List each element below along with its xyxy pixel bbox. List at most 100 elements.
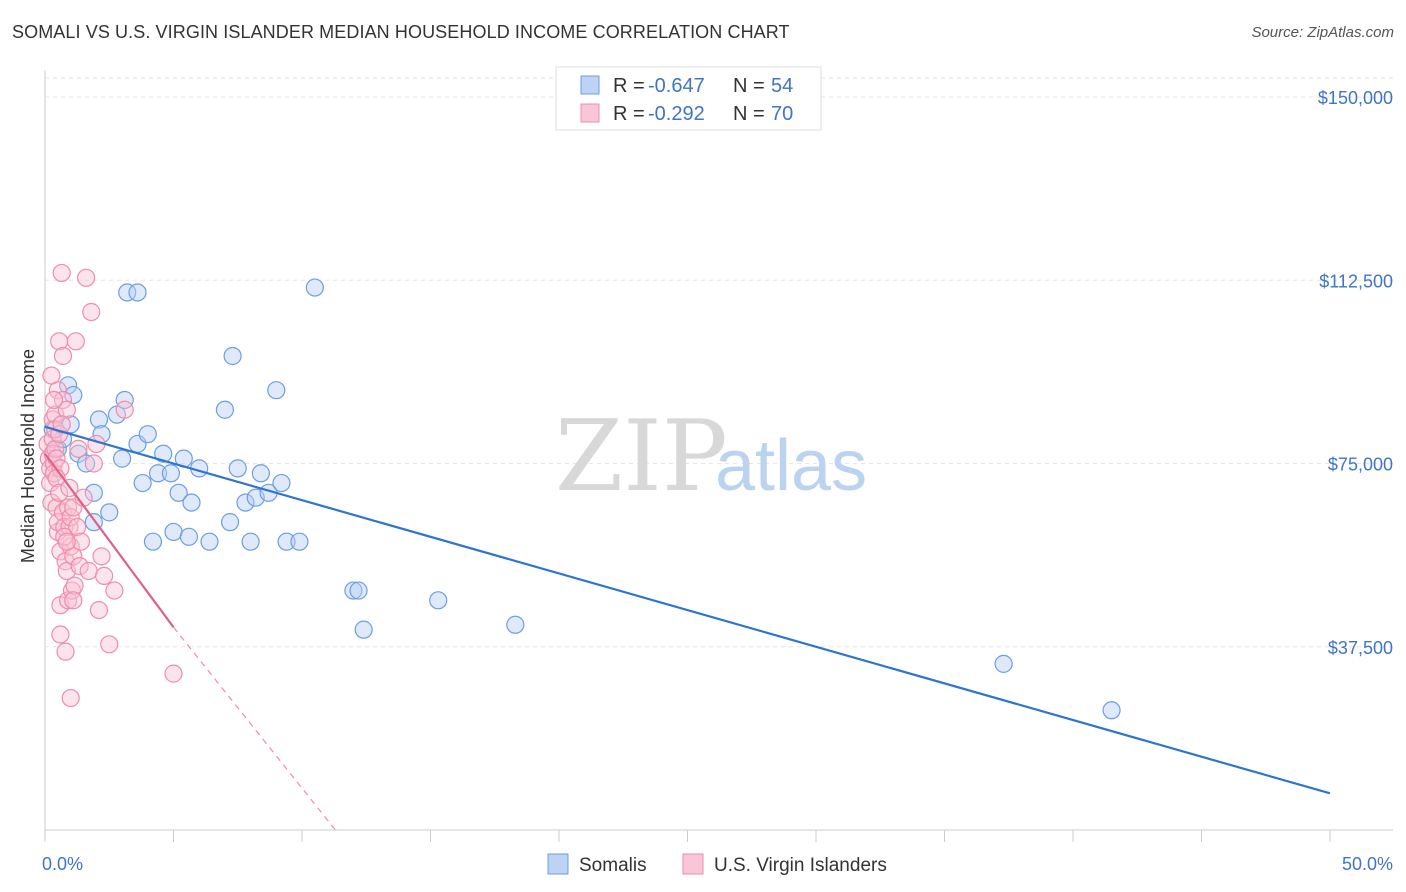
virgin-islander-point — [105, 581, 124, 600]
somali-point — [272, 473, 291, 493]
somali-point — [148, 464, 168, 483]
y-tick-label: $150,000 — [1318, 88, 1393, 108]
virgin-islander-point — [61, 688, 80, 708]
legend-n-label: N = — [733, 103, 765, 125]
virgin-islander-point — [71, 532, 91, 551]
virgin-islander-point — [95, 566, 114, 585]
virgin-islander-point — [100, 635, 119, 654]
virgin-islander-point — [164, 664, 183, 683]
y-axis-title: Median Household Income — [18, 349, 38, 563]
series-legend: Somalis U.S. Virgin Islanders — [547, 853, 887, 876]
virgin-islander-point — [68, 517, 87, 537]
y-tick-label: $112,500 — [1319, 271, 1393, 291]
somali-point — [133, 473, 152, 493]
virgin-islander-point — [51, 459, 70, 478]
somali-point — [354, 620, 373, 639]
legend-r-label: R = — [613, 75, 645, 97]
somali-point — [236, 493, 255, 512]
somali-point — [215, 400, 234, 419]
legend-r-value: -0.647 — [648, 75, 705, 97]
y-axis-labels: $37,500 $75,000 $112,500 $150,000 — [1318, 88, 1393, 658]
somali-point — [118, 283, 137, 302]
somali-point — [164, 522, 183, 542]
somali-point — [169, 483, 188, 502]
somali-point — [290, 532, 309, 551]
virgin-islander-point — [50, 483, 69, 502]
legend-r-label: R = — [613, 103, 645, 125]
virgin-islander-point — [70, 557, 89, 576]
x-tick-label-min: 0.0% — [42, 854, 83, 874]
somali-point — [223, 346, 242, 366]
somali-point — [200, 532, 219, 551]
virgin-islander-point — [56, 642, 75, 661]
somali-point — [994, 654, 1013, 673]
legend-swatch-virgin-islanders — [580, 103, 600, 123]
virgin-islander-point — [65, 576, 84, 595]
somali-point — [128, 283, 147, 302]
somali-point — [115, 390, 134, 410]
virgin-islander-point — [84, 454, 103, 473]
virgin-islander-point — [55, 527, 74, 546]
somali-point — [179, 527, 199, 546]
virgin-islander-point — [44, 390, 64, 410]
bottom-legend-virgin-islanders: U.S. Virgin Islanders — [714, 855, 887, 876]
trend-lines — [44, 425, 1331, 831]
somali-point — [143, 532, 163, 551]
y-tick-label: $75,000 — [1328, 455, 1393, 475]
virgin-islanders-trend-extension — [173, 626, 336, 831]
somali-point — [251, 464, 270, 483]
legend-n-value: 70 — [771, 103, 793, 125]
virgin-islander-point — [60, 517, 79, 537]
somali-point — [154, 444, 173, 463]
source-label: Source: ZipAtlas.com — [1251, 24, 1394, 41]
somali-point — [228, 459, 247, 478]
legend-n-label: N = — [733, 75, 765, 97]
virgin-islander-point — [52, 415, 71, 434]
somali-point — [220, 513, 240, 532]
somali-point — [138, 425, 157, 444]
somali-point — [89, 410, 109, 429]
legend-swatch-somalis — [580, 75, 600, 95]
somali-point — [277, 532, 296, 551]
virgin-islander-point — [42, 366, 61, 385]
chart-title: SOMALI VS U.S. VIRGIN ISLANDER MEDIAN HO… — [12, 22, 790, 42]
somali-point — [429, 591, 448, 610]
virgin-islander-point — [89, 600, 109, 620]
virgin-islanders-trend-line — [44, 453, 175, 628]
somali-point — [77, 454, 96, 473]
virgin-islander-point — [46, 405, 65, 424]
somali-point — [305, 278, 324, 297]
somali-point — [349, 581, 368, 600]
somali-point — [161, 464, 181, 483]
somalis-points — [43, 278, 1121, 720]
virgin-islander-point — [69, 439, 88, 458]
virgin-islander-point — [46, 439, 65, 458]
somali-point — [84, 483, 103, 502]
legend-n-value: 54 — [771, 75, 793, 97]
virgin-islander-point — [53, 346, 73, 366]
legend-r-value: -0.292 — [648, 103, 705, 125]
virgin-islander-point — [57, 532, 76, 551]
virgin-islander-point — [79, 561, 98, 581]
virgin-islander-point — [82, 302, 101, 322]
gridlines — [45, 77, 1393, 648]
bottom-legend-swatch-somalis — [547, 853, 569, 875]
watermark-atlas: atlas — [715, 426, 867, 506]
somali-point — [112, 449, 132, 468]
somali-point — [267, 381, 286, 400]
somali-point — [100, 503, 119, 522]
bottom-legend-somalis: Somalis — [579, 855, 647, 876]
watermark-zip: ZIP — [555, 400, 728, 514]
virgin-islanders-points — [38, 263, 183, 708]
bottom-legend-swatch-virgin-islanders — [682, 853, 704, 875]
somali-point — [344, 581, 363, 600]
virgin-islander-point — [64, 591, 83, 610]
somali-point — [182, 493, 201, 512]
somali-point — [241, 532, 260, 551]
somali-point — [69, 444, 88, 463]
virgin-islander-point — [66, 332, 85, 351]
somali-point — [1102, 701, 1121, 720]
virgin-islander-point — [42, 493, 61, 512]
virgin-islander-point — [77, 268, 96, 287]
